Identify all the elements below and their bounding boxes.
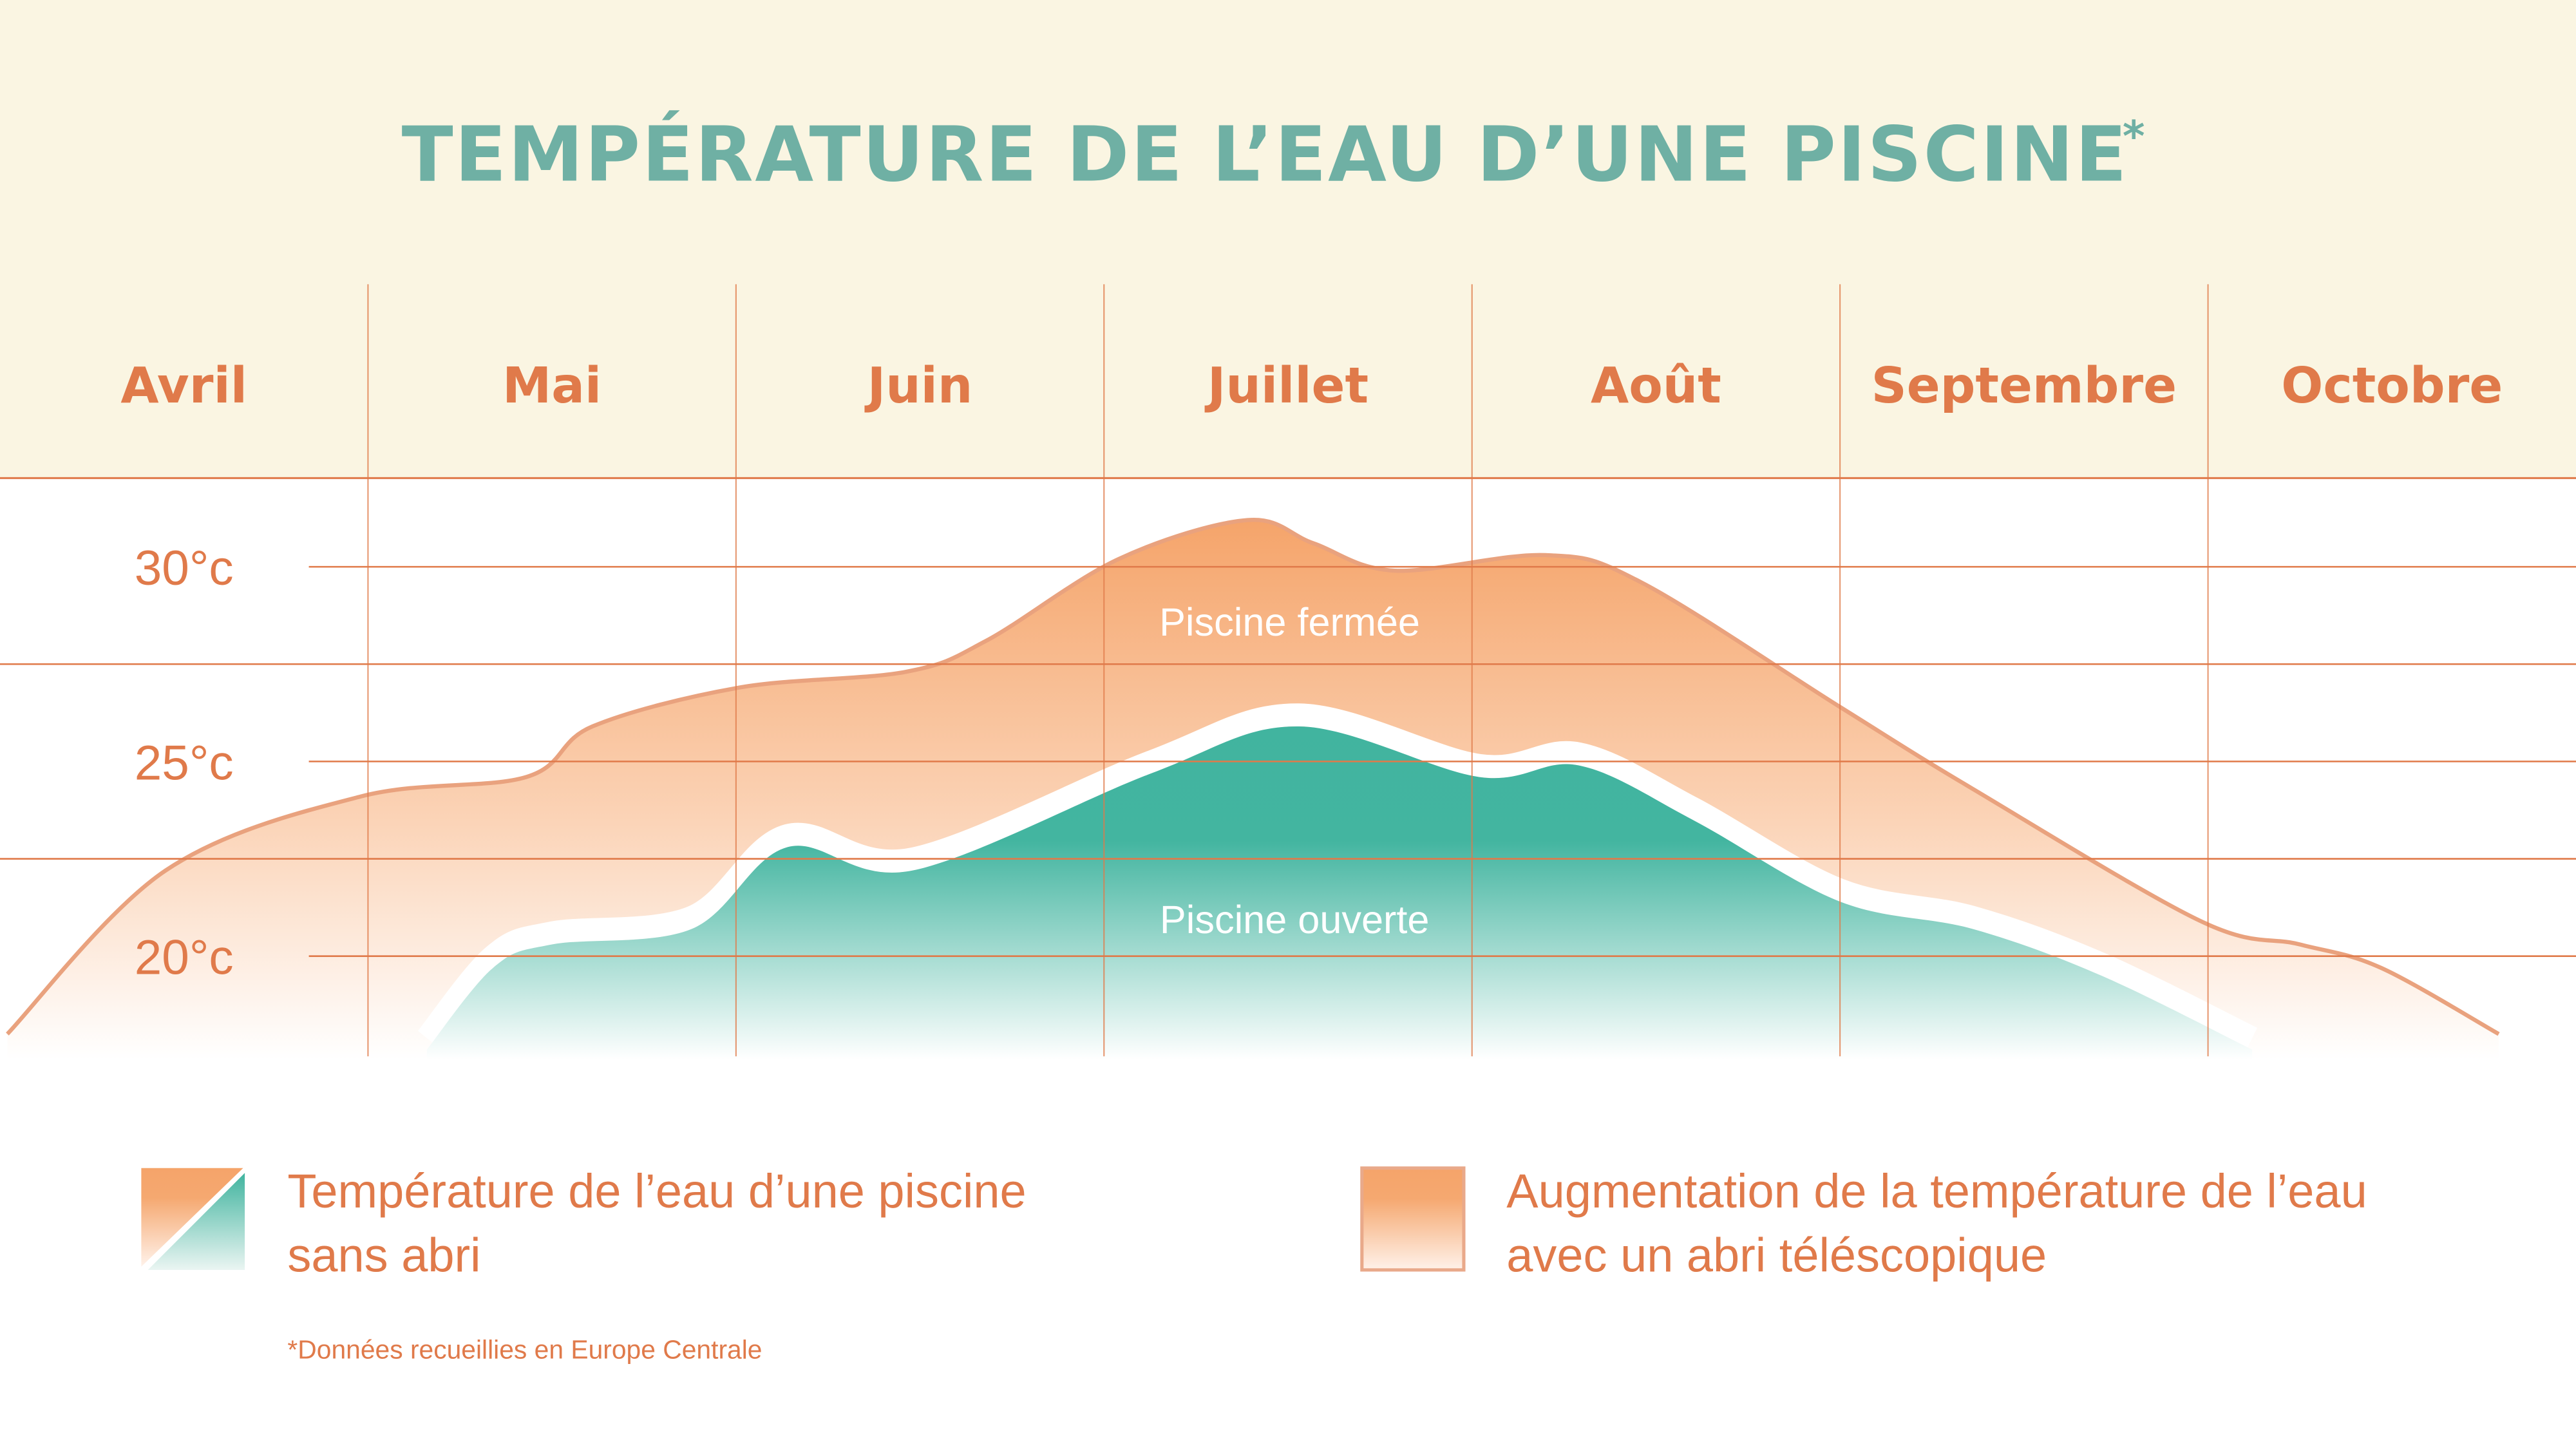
- month-label: Mai: [502, 357, 601, 415]
- month-label: Septembre: [1871, 357, 2177, 415]
- series-label-open: Piscine ouverte: [1160, 898, 1430, 942]
- month-label: Avril: [120, 357, 247, 415]
- y-tick-label: 20°c: [135, 931, 234, 985]
- y-axis: 30°c 25°c 20°c: [135, 541, 234, 985]
- series-line-closed: [6, 517, 2500, 1036]
- month-label: Octobre: [2281, 357, 2503, 415]
- gridlines: [0, 284, 2576, 1057]
- month-label: Juillet: [1204, 357, 1368, 415]
- chart-title: TEMPÉRATURE DE L’EAU D’UNE PISCINE: [402, 110, 2128, 199]
- legend-label-no-shelter-line2: sans abri: [287, 1228, 480, 1282]
- series-label-closed: Piscine fermée: [1159, 600, 1420, 644]
- footnote: *Données recueillies en Europe Centrale: [287, 1335, 762, 1365]
- series-area-open: [426, 726, 2253, 1060]
- month-axis: Avril Mai Juin Juillet Août Septembre Octobre: [120, 357, 2503, 415]
- legend-label-shelter-line1: Augmentation de la température de l’eau: [1506, 1164, 2367, 1218]
- legend-label-no-shelter-line1: Température de l’eau d’une piscine: [287, 1164, 1026, 1218]
- month-label: Août: [1591, 357, 1721, 415]
- series-outline-open: [417, 703, 2258, 1048]
- legend-item-no-shelter: Température de l’eau d’une piscine sans …: [141, 1164, 1027, 1282]
- legend-label-shelter-line2: avec un abri téléscopique: [1506, 1228, 2047, 1282]
- legend-swatch-no-shelter: [141, 1168, 245, 1270]
- header-background: [0, 0, 2576, 478]
- plot-area: [6, 517, 2500, 1060]
- y-tick-label: 25°c: [135, 735, 234, 790]
- legend-item-telescopic-shelter: Augmentation de la température de l’eau …: [1360, 1164, 2367, 1282]
- legend-swatch-telescopic-shelter: [1360, 1166, 1466, 1272]
- title-asterisk: *: [2123, 111, 2146, 162]
- month-label: Juin: [864, 357, 973, 415]
- y-tick-label: 30°c: [135, 541, 234, 596]
